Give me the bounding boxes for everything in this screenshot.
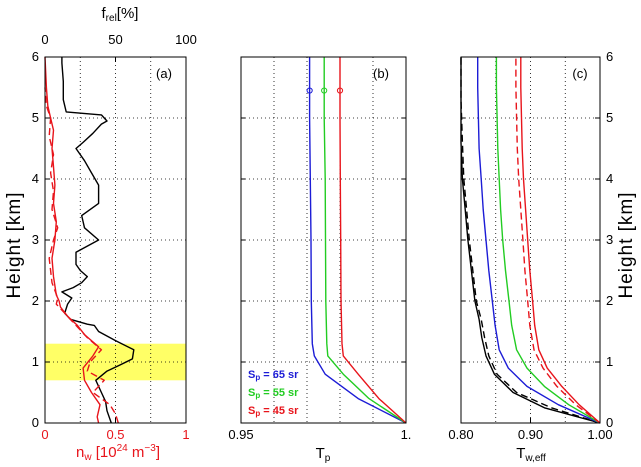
panel-b-label: (b) [373,66,389,81]
panel-b-xtick-label: 0.95 [228,427,253,442]
panel-c-series-line-1 [460,57,601,424]
panel-c: 0 1 2 3 4 5 6 0.80 0.90 1.00 (c) Tw,eff Height [k… [448,49,637,464]
panel-a-top-xtick-label: 100 [175,32,197,47]
panel-a-label: (a) [156,66,172,81]
panel-a-ytick-label: 5 [32,110,39,125]
panel-a-ytick-label: 2 [32,293,39,308]
panel-a-top-xtick-label: 0 [41,32,48,47]
panel-b-legend: Sp = 65 sr Sp = 55 sr Sp = 45 sr [248,369,299,418]
panel-a-grid [45,57,186,423]
panel-a-xtick-label: 0 [41,427,48,442]
panel-c-xtick-label: 1.00 [587,427,612,442]
panel-c-ytick-label: 3 [606,232,613,247]
panel-b-series [306,57,407,424]
panel-a-top-axis-label: frel[%] [102,5,139,24]
panel-c-ytick-label: 1 [606,354,613,369]
panel-a-series-line-0 [61,57,135,424]
panel-c-series-line-3 [495,57,601,424]
panel-c-grid [461,57,600,423]
panel-a-top-xtick-label: 50 [108,32,122,47]
panel-b-xtick-label: 1. [401,427,412,442]
panel-c-xtick-label: 0.80 [448,427,473,442]
panel-a-xtick-label: 0.5 [106,427,124,442]
panel-c-ytick-label: 0 [606,415,613,430]
panel-c-ytick-label: 6 [606,49,613,64]
panel-c-y-axis-label: Height [km] [616,191,637,298]
panel-a-ytick-label: 3 [32,232,39,247]
legend-entry-45: Sp = 45 sr [248,405,299,418]
panel-c-ytick-label: 2 [606,293,613,308]
panel-a-xtick-label: 1 [182,427,189,442]
panel-a-y-axis-label: Height [km] [4,191,25,298]
panel-b-marker-0 [306,87,313,94]
panel-c-series-line-2 [477,57,601,424]
panel-b: 0.95 1. (b) Tp Sp = 65 sr Sp = 55 sr Sp =… [228,56,412,464]
panel-c-series-line-4 [520,57,601,424]
panel-c-x-axis-label: Tw,eff [516,445,546,464]
panel-c-series [460,57,601,424]
panel-a-ytick-label: 6 [32,49,39,64]
panel-c-ytick-label: 5 [606,110,613,125]
panel-b-marker-2 [336,87,344,94]
panel-b-x-axis-label: Tp [316,445,331,464]
panel-b-series-line-0 [308,57,407,424]
panel-b-series-line-1 [323,57,407,424]
panel-c-ytick-label: 4 [606,171,613,186]
panel-c-xtick-label: 0.90 [518,427,543,442]
legend-entry-65: Sp = 65 sr [248,369,299,382]
legend-entry-55: Sp = 55 sr [248,387,299,400]
panel-a-series [44,56,135,424]
panel-c-ticks: 0 1 2 3 4 5 6 0.80 0.90 1.00 [448,49,613,442]
panel-a-series-line-2 [44,87,119,424]
panel-a-ytick-label: 0 [32,415,39,430]
panel-a-bottom-axis-label: nw [1024 m−3] [76,443,160,463]
panel-b-series-line-2 [339,57,407,424]
panel-a-ytick-label: 4 [32,171,39,186]
panel-b-marker-1 [321,87,328,94]
panel-c-label: (c) [572,66,587,81]
panel-c-series-line-5 [515,57,601,424]
panel-a-ytick-label: 1 [32,354,39,369]
panel-b-ticks: 0.95 1. [228,56,412,442]
